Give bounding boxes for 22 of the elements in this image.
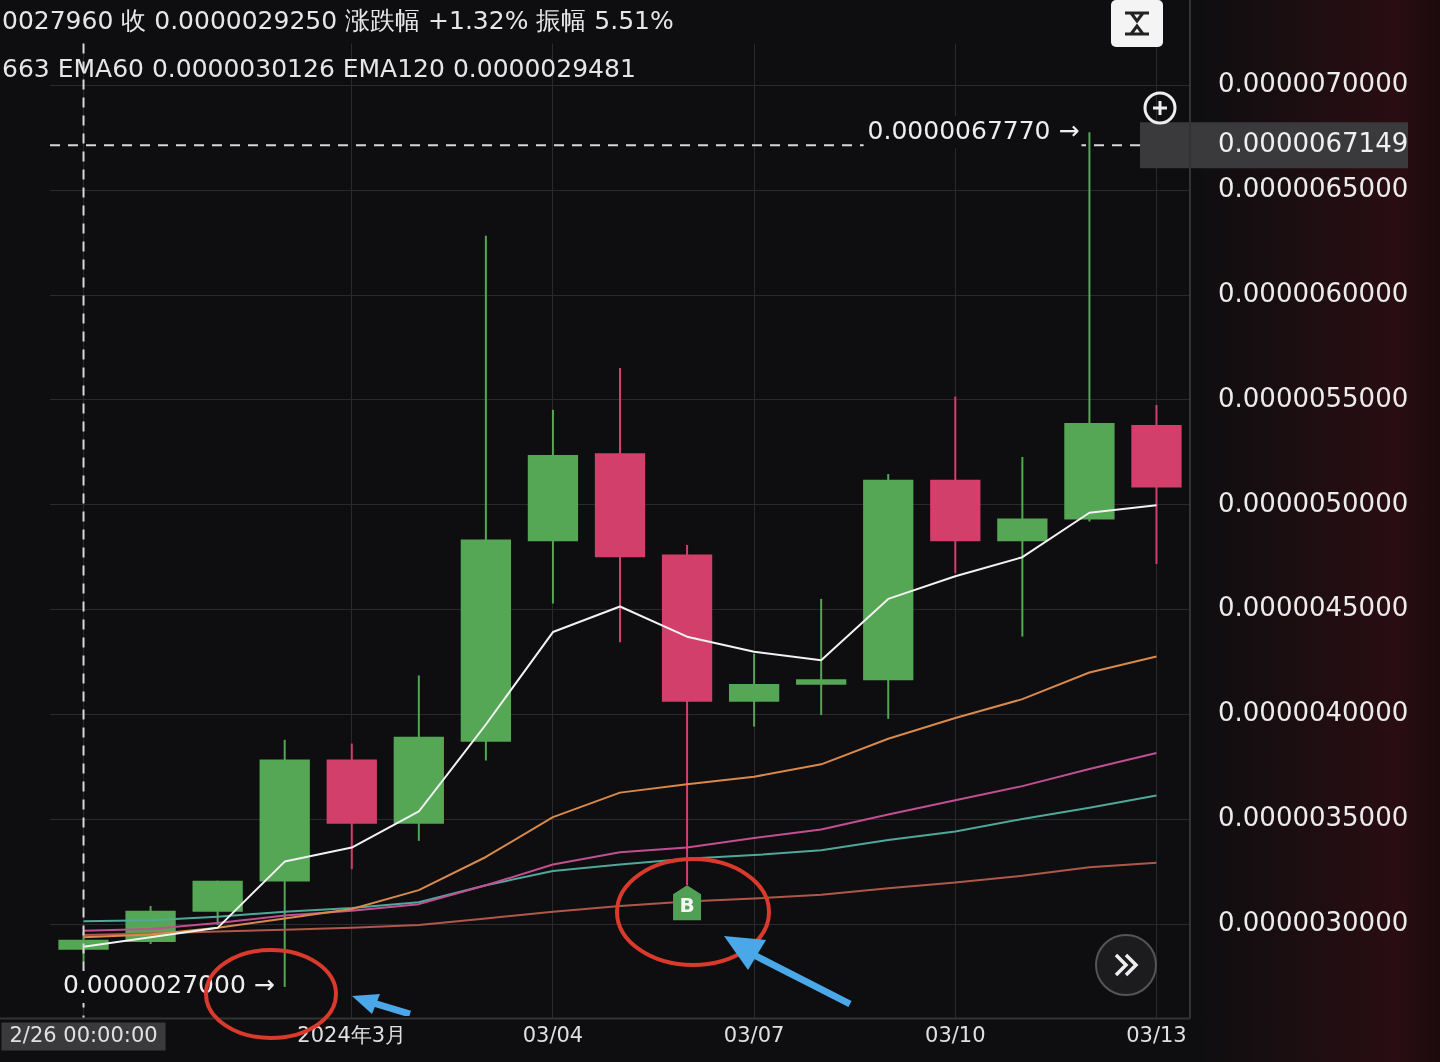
y-tick-label: 0.0000060000 <box>1218 277 1409 308</box>
chart-title: 0027960 收 0.0000029250 涨跌幅 +1.32% 振幅 5.51% <box>2 5 674 37</box>
y-tick-label: 0.0000030000 <box>1218 906 1409 937</box>
x-tick-label: 2/26 00:00:00 <box>9 1022 158 1047</box>
y-tick-label: 0.0000035000 <box>1218 802 1409 832</box>
x-tick-label: 03/10 <box>925 1022 986 1047</box>
x-tick-label: 03/13 <box>1126 1022 1187 1047</box>
y-tick-label: 0.0000070000 <box>1218 68 1409 99</box>
candlestick <box>997 456 1048 638</box>
y-tick-label: 0.0000040000 <box>1218 697 1409 728</box>
y-tick-label: 0.0000065000 <box>1218 173 1409 204</box>
candlestick <box>796 597 847 717</box>
annotation: B <box>679 893 695 918</box>
x-tick-label: 2024年3月 <box>297 1022 407 1047</box>
ref-line-label: 0.0000067149 <box>1218 128 1409 159</box>
y-tick-label: 0.0000050000 <box>1218 487 1409 518</box>
x-tick-label: 03/07 <box>723 1022 785 1047</box>
y-tick-label: 0.0000045000 <box>1218 592 1409 623</box>
text: 663 EMA60 0.0000030126 EMA120 0.0000029481 <box>2 54 636 83</box>
annotation: 0.0000067770 → <box>867 115 1080 145</box>
y-tick-label: 0.0000055000 <box>1218 382 1409 413</box>
x-tick-label: 03/04 <box>522 1022 584 1047</box>
